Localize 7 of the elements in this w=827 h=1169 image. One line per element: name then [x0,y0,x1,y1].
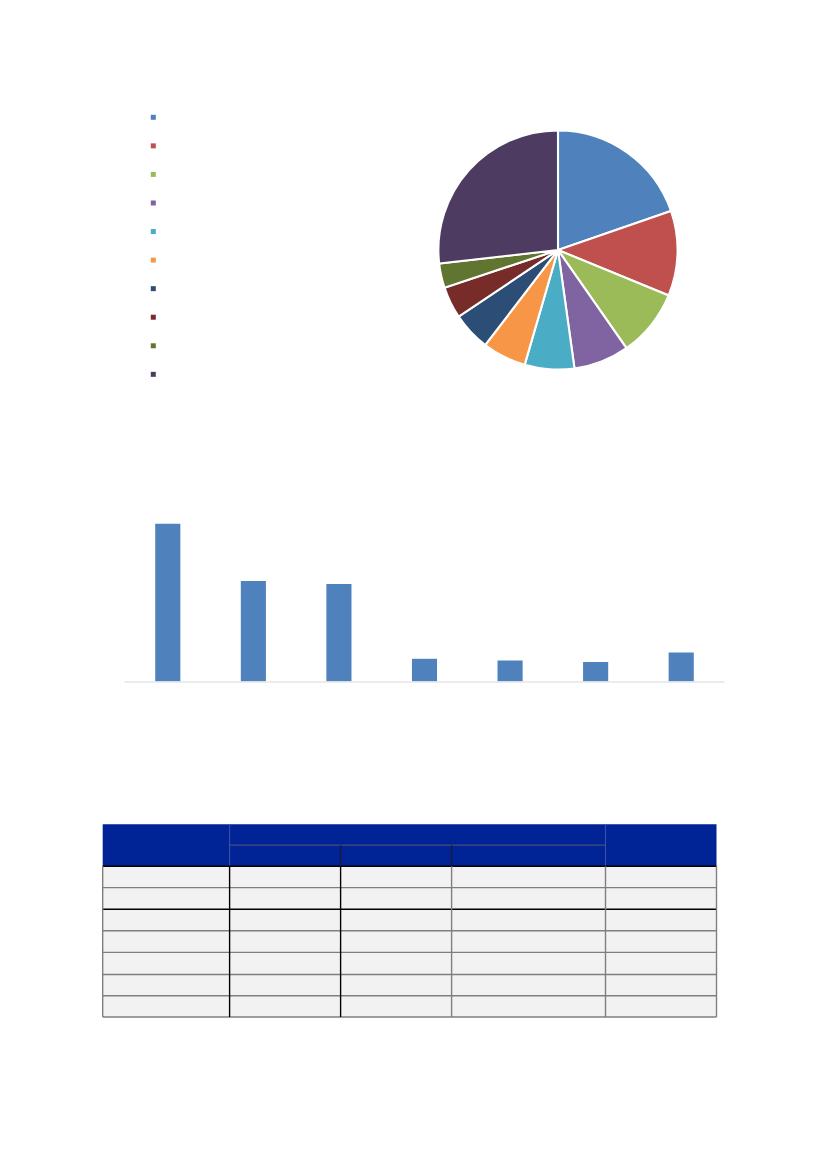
bar [153,523,182,682]
bar [410,657,439,682]
bar [667,651,696,682]
bar [324,582,353,682]
bar [496,659,525,682]
bar [581,660,610,682]
bar [239,579,268,682]
